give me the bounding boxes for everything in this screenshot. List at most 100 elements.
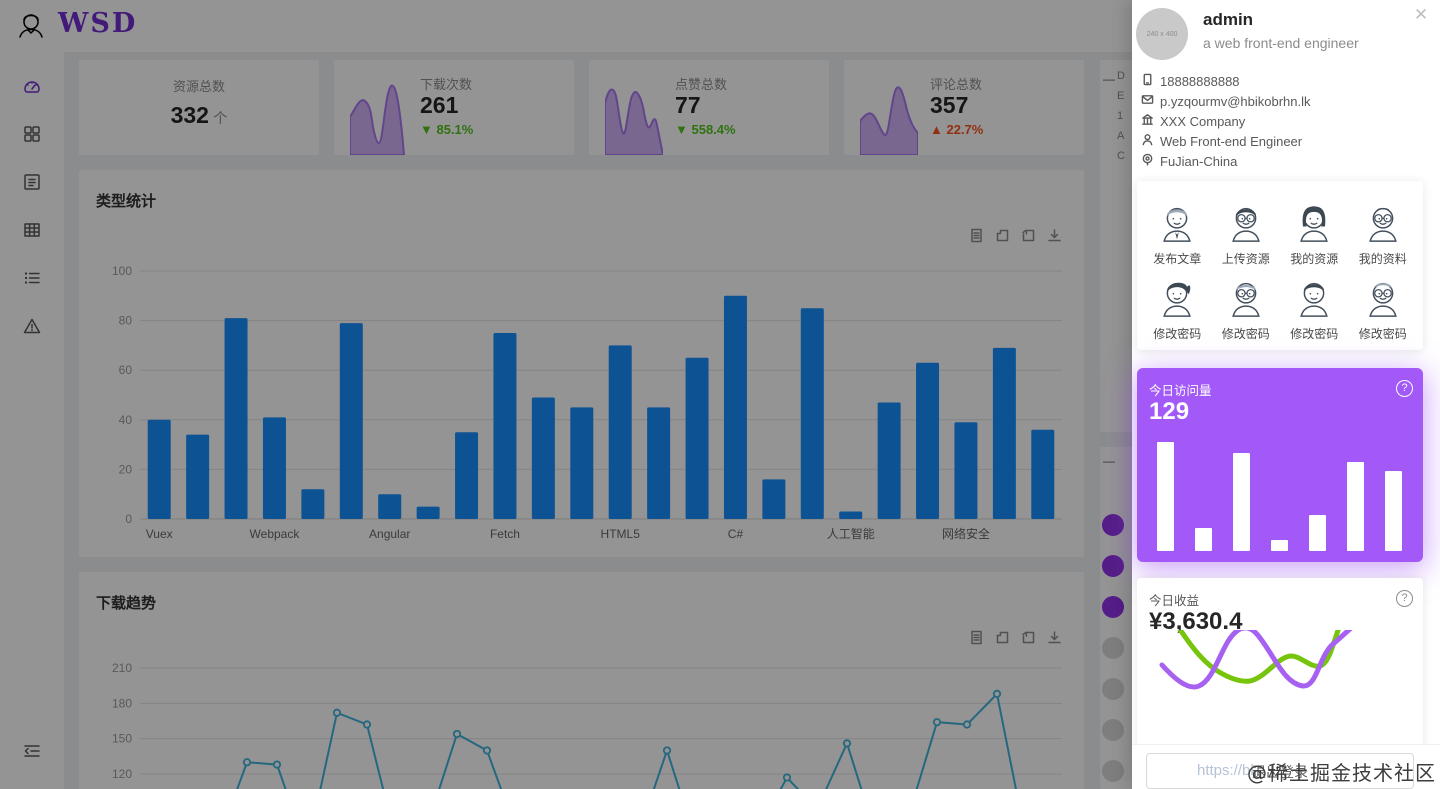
visits-bar: [1385, 471, 1402, 551]
ranking-avatar-dot: [1102, 596, 1124, 618]
stat-value: 261: [420, 92, 459, 118]
ranking-avatar-dot: [1102, 719, 1124, 741]
role-icon: [1141, 133, 1160, 149]
svg-text:网络安全: 网络安全: [942, 526, 990, 541]
bar: [416, 506, 440, 519]
data-point: [272, 760, 282, 769]
type-stats-chart[interactable]: 0 20 40 60 80 100 Vuex Webpack Angular Fetch HTML5…: [79, 170, 1084, 557]
shortcut-修改密码[interactable]: 修改密码: [1280, 267, 1349, 343]
download-trend-chart[interactable]: 210 180 150 120: [79, 572, 1084, 789]
profile-info-row: p.yzqourmv@hbikobrhn.lk: [1141, 91, 1431, 111]
profile-drawer: ✕ 240 x 400 admin a web front-end engine…: [1132, 0, 1440, 789]
bar: [916, 362, 940, 519]
data-view-icon[interactable]: [969, 630, 984, 650]
drawer-footer: 退出登录: [1132, 744, 1440, 789]
bar: [570, 407, 594, 519]
visits-bar: [1233, 453, 1250, 551]
type-stats-card: 类型统计 0 20 40 60 80 100 Vuex Webpack Angular Fetch…: [79, 170, 1084, 557]
sidebar-collapse-toggle[interactable]: [0, 729, 64, 777]
sidebar-item-form[interactable]: [0, 160, 64, 208]
shortcut-上传资源[interactable]: 上传资源: [1212, 191, 1281, 267]
stat-trend: ▲ 22.7%: [930, 122, 984, 138]
data-view-icon[interactable]: [969, 228, 984, 248]
income-line-purple: [1159, 630, 1353, 690]
shortcut-label: 修改密码: [1358, 327, 1407, 341]
help-icon[interactable]: ?: [1396, 590, 1413, 607]
stat-card-likes: 点赞总数 77 ▼ 558.4%: [589, 60, 829, 155]
svg-text:40: 40: [119, 413, 133, 427]
bar: [301, 489, 325, 519]
svg-text:20: 20: [119, 462, 133, 476]
data-point: [242, 758, 252, 767]
avatar-illustration: [1361, 199, 1405, 248]
avatar-illustration: [1292, 199, 1336, 248]
bar: [224, 318, 248, 519]
help-icon[interactable]: ?: [1396, 380, 1413, 397]
visits-bar: [1195, 528, 1212, 551]
shortcut-修改密码[interactable]: 修改密码: [1212, 267, 1281, 343]
stat-value: 332: [170, 102, 209, 128]
magic-type-icon[interactable]: [995, 228, 1010, 248]
bar: [531, 397, 555, 519]
profile-info-text: 18888888888: [1160, 73, 1240, 89]
profile-info-text: p.yzqourmv@hbikobrhn.lk: [1160, 93, 1311, 109]
shortcut-修改密码[interactable]: 修改密码: [1143, 267, 1212, 343]
app-logo: WSD: [58, 8, 138, 39]
shortcut-我的资源[interactable]: 我的资源: [1280, 191, 1349, 267]
svg-text:HTML5: HTML5: [601, 527, 641, 541]
data-point: [932, 718, 942, 727]
save-image-icon[interactable]: [1047, 228, 1062, 248]
shortcut-修改密码[interactable]: 修改密码: [1349, 267, 1418, 343]
bar: [839, 511, 863, 519]
bar: [685, 357, 709, 519]
dashboard-icon: [22, 76, 42, 101]
sidebar-nav: [0, 52, 65, 789]
visits-value: 129: [1149, 398, 1190, 425]
restore-icon[interactable]: [1021, 228, 1036, 248]
location-icon: [1141, 153, 1160, 169]
shortcut-label: 发布文章: [1153, 251, 1202, 266]
svg-text:150: 150: [112, 732, 132, 746]
data-point: [992, 689, 1002, 699]
sidebar-item-list[interactable]: [0, 256, 64, 304]
svg-text:180: 180: [112, 696, 132, 710]
avatar-illustration: [1155, 199, 1199, 248]
visits-bar-chart: [1137, 368, 1423, 562]
sidebar-item-components[interactable]: [0, 112, 64, 160]
user-avatar-icon[interactable]: [14, 9, 48, 43]
data-point: [962, 720, 972, 729]
sidebar-item-table[interactable]: [0, 208, 64, 256]
stat-card-comments: 评论总数 357 ▲ 22.7%: [844, 60, 1084, 155]
bar: [186, 434, 210, 519]
visits-bar: [1271, 540, 1288, 551]
save-image-icon[interactable]: [1047, 630, 1062, 650]
truncated-text-fragment: E: [1117, 90, 1125, 102]
profile-info-row: XXX Company: [1141, 111, 1431, 131]
profile-info-row: Web Front-end Engineer: [1141, 131, 1431, 151]
sparkline-chart: [605, 88, 663, 155]
truncated-text-fragment: A: [1117, 130, 1125, 142]
collapse-menu-icon: [22, 741, 42, 766]
sidebar-item-error[interactable]: [0, 304, 64, 352]
shortcut-label: 修改密码: [1153, 327, 1202, 341]
stat-value: 357: [930, 92, 969, 118]
ranking-avatar-dot: [1102, 555, 1124, 577]
svg-text:80: 80: [119, 314, 133, 328]
svg-text:0: 0: [125, 512, 132, 526]
logout-button[interactable]: 退出登录: [1146, 753, 1414, 789]
hidden-card-title-fragment: —: [1103, 72, 1115, 86]
shortcut-发布文章[interactable]: 发布文章: [1143, 191, 1212, 267]
bar: [608, 345, 632, 519]
shortcut-我的资料[interactable]: 我的资料: [1349, 191, 1418, 267]
restore-icon[interactable]: [1021, 630, 1036, 650]
profile-name: admin: [1203, 10, 1254, 29]
shortcut-label: 我的资料: [1358, 251, 1407, 266]
truncated-text-fragment: 1: [1117, 110, 1124, 122]
sidebar-item-dashboard[interactable]: [0, 64, 64, 112]
close-icon[interactable]: ✕: [1413, 5, 1429, 24]
hidden-card-title-fragment: —: [1103, 454, 1115, 468]
stat-card-downloads: 下载次数 261 ▼ 85.1%: [334, 60, 574, 155]
magic-type-icon[interactable]: [995, 630, 1010, 650]
shortcut-label: 我的资源: [1290, 251, 1339, 266]
svg-text:C#: C#: [728, 527, 744, 541]
